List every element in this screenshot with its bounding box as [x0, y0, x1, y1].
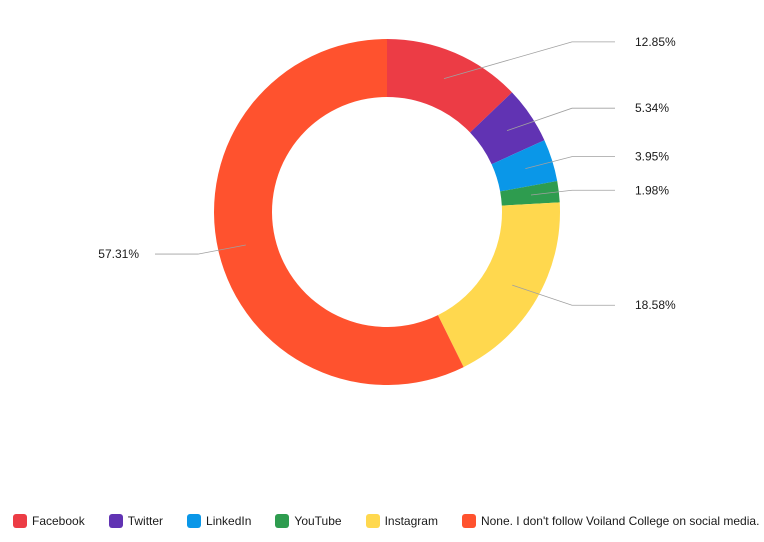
slice-youtube[interactable]	[500, 181, 560, 206]
legend-label: Instagram	[384, 514, 438, 528]
legend-item[interactable]: None. I don't follow Voiland College on …	[461, 514, 760, 528]
slice-facebook[interactable]	[387, 39, 512, 133]
legend-swatch	[108, 514, 123, 528]
legend-swatch	[275, 514, 290, 528]
data-label: 1.98%	[635, 183, 669, 197]
data-label: 3.95%	[635, 150, 669, 164]
slice-linkedin[interactable]	[491, 140, 558, 192]
legend-item[interactable]: YouTube	[275, 514, 342, 528]
legend-swatch	[13, 514, 27, 528]
legend-item[interactable]: LinkedIn	[187, 514, 251, 528]
chart-legend: Facebook Twitter LinkedIn YouTube Instagram N…	[13, 514, 759, 528]
data-label: 5.34%	[635, 101, 669, 115]
legend-label: None. I don't follow Voiland College on …	[480, 514, 760, 528]
legend-item[interactable]: Twitter	[108, 514, 164, 528]
leader-line	[530, 189, 615, 196]
slice-none[interactable]	[214, 39, 464, 386]
legend-item[interactable]: Instagram	[365, 514, 438, 528]
data-label: 18.58%	[635, 298, 676, 312]
data-label: 57.31%	[98, 247, 139, 261]
data-label: 12.85%	[635, 35, 676, 49]
leader-line	[155, 244, 246, 255]
leader-line	[512, 284, 615, 306]
slice-twitter[interactable]	[470, 92, 545, 165]
legend-swatch	[461, 514, 476, 528]
legend-label: YouTube	[294, 514, 342, 528]
donut-chart: 12.85% 5.34% 3.95% 1.98% 18.58% 57.31%	[98, 35, 676, 386]
legend-item[interactable]: Facebook	[13, 514, 85, 528]
leader-line	[506, 107, 615, 132]
legend-label: LinkedIn	[206, 514, 252, 528]
leader-line	[443, 41, 615, 80]
legend-label: Twitter	[127, 514, 164, 528]
legend-swatch	[365, 514, 380, 528]
slice-instagram[interactable]	[437, 202, 560, 368]
legend-swatch	[187, 514, 202, 528]
leader-line	[525, 156, 615, 169]
legend-label: Facebook	[32, 514, 85, 528]
